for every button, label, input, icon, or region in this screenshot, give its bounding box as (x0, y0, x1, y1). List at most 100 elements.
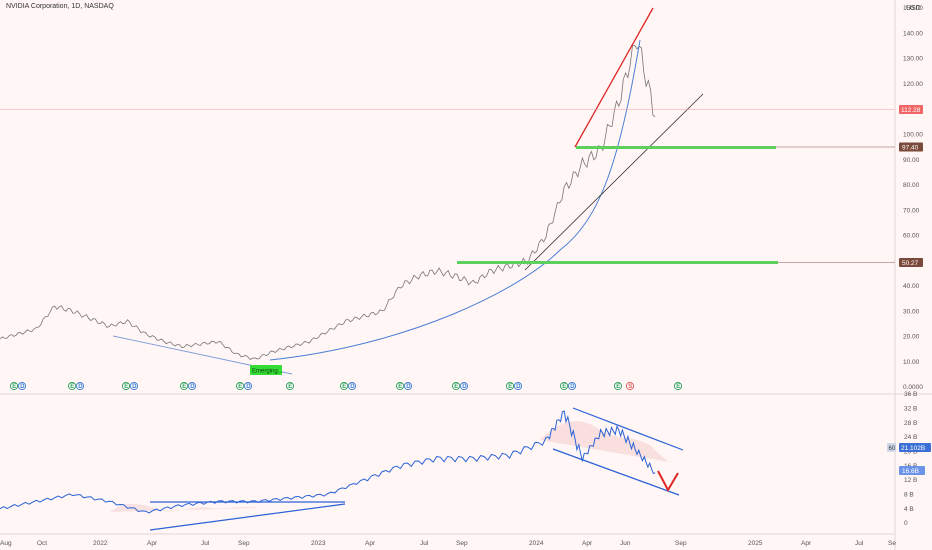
event-marker-letter: D (516, 384, 521, 390)
price-tick-label: 120.00 (903, 81, 923, 88)
event-marker-E[interactable] (395, 381, 405, 391)
event-marker-D[interactable] (243, 381, 253, 391)
symbol-title: NVIDIA Corporation, 1D, NASDAQ (6, 3, 114, 10)
event-marker-E[interactable] (339, 381, 349, 391)
event-marker-E[interactable] (285, 381, 295, 391)
event-marker-letter: E (182, 384, 186, 390)
price-tick-label: 30.00 (903, 308, 920, 315)
event-marker-letter: D (132, 384, 137, 390)
event-marker-E[interactable] (179, 381, 189, 391)
event-marker-letter: D (246, 384, 251, 390)
event-marker-letter: E (616, 384, 620, 390)
price-tick-label: 150.00 (903, 5, 923, 12)
event-marker-E[interactable] (613, 381, 623, 391)
event-marker-D[interactable] (567, 381, 577, 391)
channel-top-red-line[interactable] (574, 7, 654, 148)
event-marker-S[interactable] (625, 381, 635, 391)
currency-label: USD (906, 5, 921, 12)
indicator-period: 60 (889, 446, 896, 452)
date-tick-label: Apr (365, 540, 376, 547)
date-tick-label: 2024 (529, 540, 544, 547)
indicator-pane[interactable] (0, 407, 684, 531)
date-tick-label: Apr (147, 540, 158, 547)
indicator-tick-label: 4 B (904, 506, 914, 513)
drawing-tools-layer[interactable]: Emerging... (0, 7, 895, 375)
indicator-tick-label: 36 B (904, 391, 917, 398)
indicator-shade-2024 (540, 421, 670, 462)
price-tick-label: 130.00 (903, 56, 923, 63)
event-marker-D[interactable] (187, 381, 197, 391)
level-tag-50-value: 50.27 (902, 260, 919, 267)
event-marker-D[interactable] (129, 381, 139, 391)
event-marker-letter: E (124, 384, 128, 390)
price-tick-label: 60.00 (903, 233, 920, 240)
date-tick-label: Sep (456, 540, 468, 547)
time-axis[interactable]: Aug Oct 2022 Apr Jul Sep 2023 Apr Jul Sep 2024 Apr J… (0, 540, 896, 547)
current-price-tag: 112.28 (899, 105, 923, 114)
indicator-tick-label: 0 (904, 520, 908, 527)
event-marker-letter: D (462, 384, 467, 390)
level-tag-97: 97.40 (899, 142, 923, 152)
event-marker-letter: S (628, 384, 632, 390)
price-series (0, 45, 656, 360)
price-tick-label: 70.00 (903, 207, 920, 214)
event-marker-D[interactable] (513, 381, 523, 391)
date-tick-label: Jun (620, 540, 631, 547)
price-axis[interactable]: 0.000010.0020.0030.0040.0050.0060.0070.0… (903, 5, 923, 391)
date-tick-label: 2025 (748, 540, 763, 547)
indicator-value-tag: 60 21.102B 16.6B (887, 443, 931, 475)
event-marker-E[interactable] (559, 381, 569, 391)
event-marker-D[interactable] (403, 381, 413, 391)
support-zone-97[interactable] (576, 146, 776, 149)
price-tick-label: 40.00 (903, 283, 920, 290)
date-tick-label: Sep (675, 540, 687, 547)
level-tag-50: 50.27 (899, 258, 923, 267)
indicator-shade-2022 (110, 503, 260, 512)
current-price-value: 112.28 (901, 107, 921, 114)
date-tick-label: Se (888, 540, 896, 547)
event-marker-letter: D (570, 384, 575, 390)
event-marker-letter: E (70, 384, 74, 390)
event-marker-D[interactable] (75, 381, 85, 391)
event-marker-letter: E (238, 384, 242, 390)
price-tick-label: 20.00 (903, 334, 920, 341)
support-zone-50[interactable] (457, 261, 778, 264)
event-marker-letter: E (454, 384, 458, 390)
event-marker-E[interactable] (451, 381, 461, 391)
event-marker-letter: E (342, 384, 346, 390)
event-marker-E[interactable] (673, 381, 683, 391)
red-checkmark-drawing[interactable] (657, 470, 679, 493)
date-tick-label: 2022 (93, 540, 108, 547)
event-marker-letter: D (350, 384, 355, 390)
date-tick-label: Apr (801, 540, 812, 547)
price-tick-label: 140.00 (903, 30, 923, 37)
date-tick-label: Sep (238, 540, 250, 547)
indicator-axis[interactable]: 04 B8 B12 B16 B20 B24 B28 B32 B36 B (904, 391, 917, 527)
price-tick-label: 10.00 (903, 359, 920, 366)
indicator-tick-label: 20 B (904, 449, 917, 456)
price-tick-label: 80.00 (903, 182, 920, 189)
event-marker-D[interactable] (459, 381, 469, 391)
event-marker-E[interactable] (9, 381, 19, 391)
event-marker-E[interactable] (235, 381, 245, 391)
date-tick-label: Jul (201, 540, 210, 547)
price-line (0, 45, 656, 360)
date-tick-label: Jul (855, 540, 864, 547)
indicator-line (0, 410, 656, 514)
annotation-box[interactable] (250, 365, 282, 375)
indicator-tick-label: 8 B (904, 492, 914, 499)
event-marker-E[interactable] (121, 381, 131, 391)
channel-upper-line[interactable] (572, 407, 684, 451)
event-marker-letter: D (78, 384, 83, 390)
event-marker-D[interactable] (17, 381, 27, 391)
event-marker-letter: E (676, 384, 680, 390)
channel-lower-line[interactable] (552, 448, 680, 496)
event-marker-D[interactable] (347, 381, 357, 391)
indicator-support-line[interactable] (149, 503, 346, 531)
long-trendline-drawing[interactable] (524, 93, 704, 271)
event-marker-E[interactable] (505, 381, 515, 391)
event-marker-E[interactable] (67, 381, 77, 391)
parabolic-curve-drawing[interactable] (269, 39, 641, 361)
